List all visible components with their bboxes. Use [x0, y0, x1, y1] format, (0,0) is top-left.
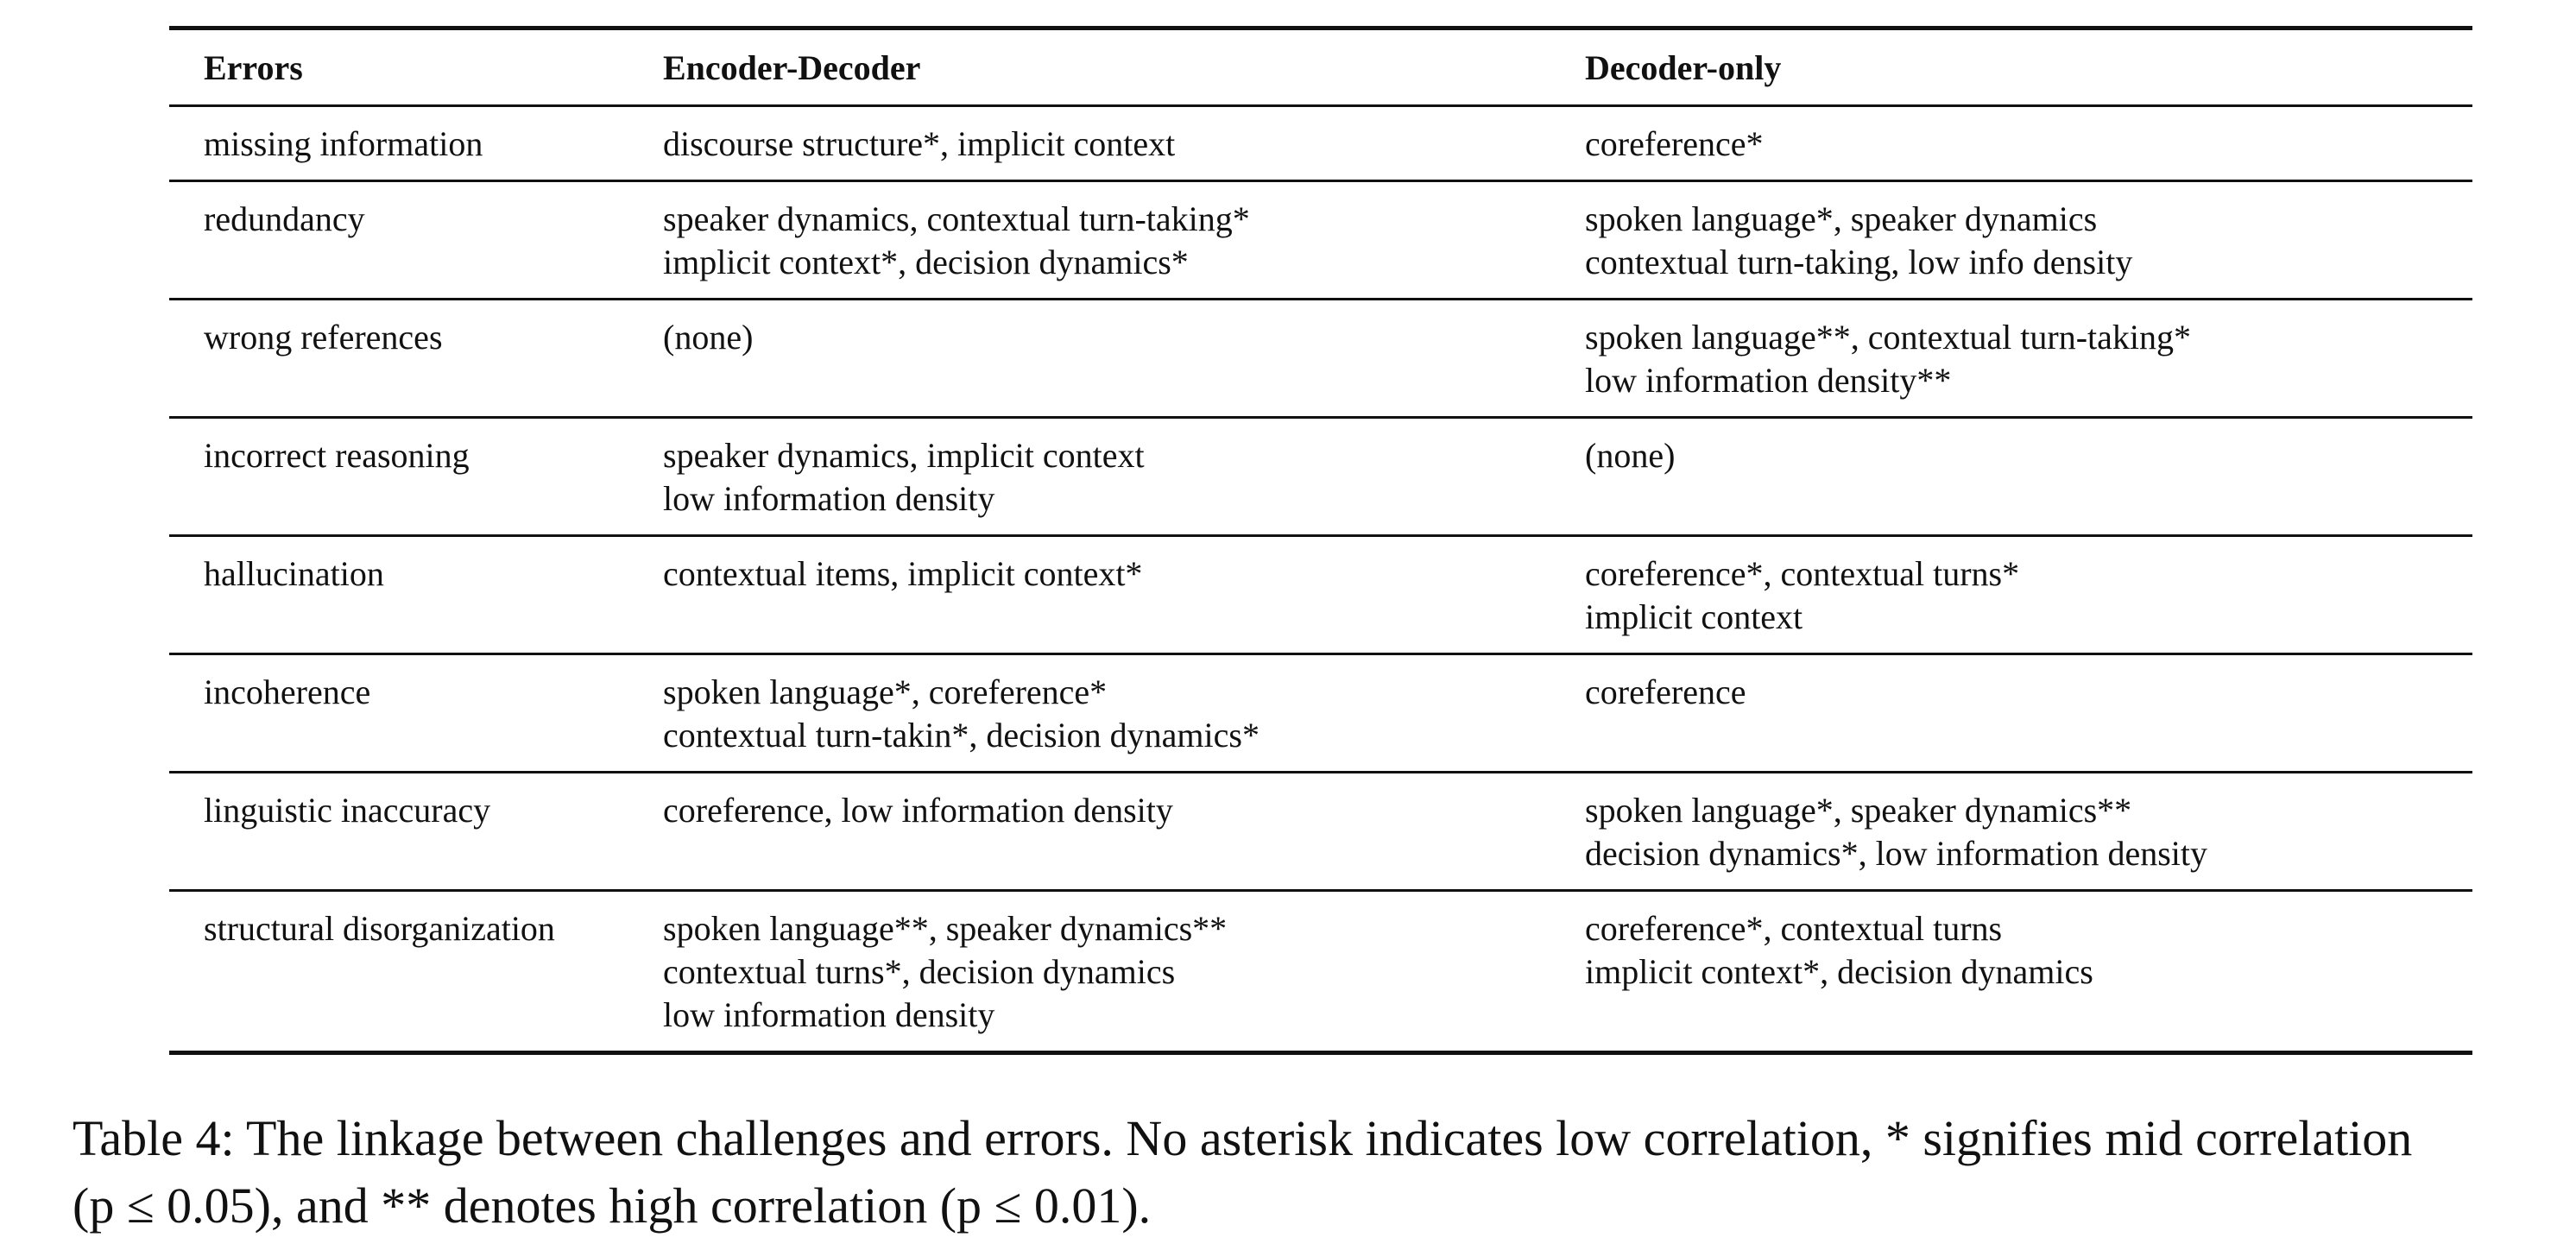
decoder-only-cell: spoken language*, speaker dynamics** dec… — [1550, 773, 2472, 891]
cell-line: spoken language**, contextual turn-takin… — [1585, 318, 2192, 357]
cell-line: spoken language*, coreference* — [663, 672, 1108, 711]
table-row: wrong references (none) spoken language*… — [169, 300, 2472, 418]
error-cell: hallucination — [204, 554, 384, 593]
error-cell: wrong references — [204, 318, 443, 357]
table-row: hallucination contextual items, implicit… — [169, 536, 2472, 654]
cell-line: discourse structure*, implicit context — [663, 124, 1176, 163]
error-cell: structural disorganization — [204, 909, 555, 948]
table-row: missing information discourse structure*… — [169, 106, 2472, 181]
error-cell: linguistic inaccuracy — [204, 791, 491, 830]
cell-line: contextual items, implicit context* — [663, 554, 1143, 593]
cell-line: low information density — [663, 995, 995, 1034]
table-caption: Table 4: The linkage between challenges … — [73, 1105, 2559, 1240]
cell-line: low information density** — [1585, 361, 1952, 400]
decoder-only-cell: (none) — [1550, 418, 2472, 536]
error-cell: redundancy — [204, 199, 365, 238]
cell-line: spoken language*, speaker dynamics** — [1585, 791, 2132, 830]
cell-line: coreference*, contextual turns* — [1585, 554, 2020, 593]
table-row: linguistic inaccuracy coreference, low i… — [169, 773, 2472, 891]
cell-line: low information density — [663, 479, 995, 518]
cell-line: (none) — [1585, 436, 1676, 475]
decoder-only-cell: spoken language*, speaker dynamics conte… — [1550, 181, 2472, 300]
decoder-only-cell: coreference — [1550, 654, 2472, 773]
caption-line: Table 4: The linkage between challenges … — [73, 1110, 2413, 1166]
table-row: redundancy speaker dynamics, contextual … — [169, 181, 2472, 300]
cell-line: implicit context — [1585, 597, 1803, 636]
caption-line: (p ≤ 0.05), and ** denotes high correlat… — [73, 1177, 1152, 1234]
cell-line: decision dynamics*, low information dens… — [1585, 834, 2207, 873]
cell-line: coreference*, contextual turns — [1585, 909, 2003, 948]
cell-line: speaker dynamics, contextual turn-taking… — [663, 199, 1250, 238]
table-row: structural disorganization spoken langua… — [169, 891, 2472, 1053]
table-row: incorrect reasoning speaker dynamics, im… — [169, 418, 2472, 536]
cell-line: spoken language*, speaker dynamics — [1585, 199, 2098, 238]
encoder-decoder-cell: spoken language**, speaker dynamics** co… — [628, 891, 1550, 1053]
cell-line: coreference* — [1585, 124, 1764, 163]
cell-line: contextual turn-taking, low info density — [1585, 243, 2133, 281]
encoder-decoder-cell: coreference, low information density — [628, 773, 1550, 891]
table-header-row: Errors Encoder-Decoder Decoder-only — [169, 28, 2472, 106]
results-table: Errors Encoder-Decoder Decoder-only miss… — [169, 26, 2472, 1055]
cell-line: coreference, low information density — [663, 791, 1173, 830]
error-cell: incorrect reasoning — [204, 436, 470, 475]
cell-line: coreference — [1585, 672, 1746, 711]
error-cell: missing information — [204, 124, 483, 163]
cell-line: spoken language**, speaker dynamics** — [663, 909, 1228, 948]
encoder-decoder-cell: contextual items, implicit context* — [628, 536, 1550, 654]
encoder-decoder-cell: speaker dynamics, contextual turn-taking… — [628, 181, 1550, 300]
cell-line: speaker dynamics, implicit context — [663, 436, 1145, 475]
decoder-only-cell: spoken language**, contextual turn-takin… — [1550, 300, 2472, 418]
table-row: incoherence spoken language*, coreferenc… — [169, 654, 2472, 773]
cell-line: contextual turn-takin*, decision dynamic… — [663, 716, 1260, 754]
decoder-only-cell: coreference*, contextual turns* implicit… — [1550, 536, 2472, 654]
cell-line: (none) — [663, 318, 754, 357]
cell-line: implicit context*, decision dynamics* — [663, 243, 1189, 281]
header-decoder-only: Decoder-only — [1585, 48, 1782, 87]
encoder-decoder-cell: speaker dynamics, implicit context low i… — [628, 418, 1550, 536]
decoder-only-cell: coreference* — [1550, 106, 2472, 181]
cell-line: contextual turns*, decision dynamics — [663, 952, 1176, 991]
encoder-decoder-cell: spoken language*, coreference* contextua… — [628, 654, 1550, 773]
error-cell: incoherence — [204, 672, 371, 711]
header-errors: Errors — [204, 48, 303, 87]
encoder-decoder-cell: discourse structure*, implicit context — [628, 106, 1550, 181]
header-encoder-decoder: Encoder-Decoder — [663, 48, 921, 87]
decoder-only-cell: coreference*, contextual turns implicit … — [1550, 891, 2472, 1053]
encoder-decoder-cell: (none) — [628, 300, 1550, 418]
cell-line: implicit context*, decision dynamics — [1585, 952, 2093, 991]
